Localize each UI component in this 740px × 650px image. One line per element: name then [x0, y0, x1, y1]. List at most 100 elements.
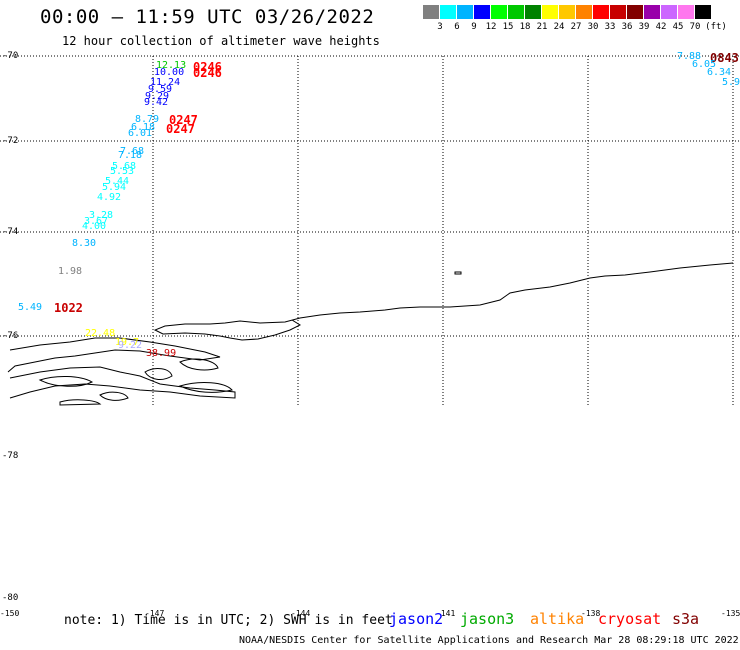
colorbar-label: 3	[437, 22, 443, 32]
colorbar-label: (ft)	[705, 22, 727, 32]
lon-label: -150	[0, 609, 20, 618]
colorbar-label: 15	[502, 22, 514, 32]
observation-swh-label: 38.99	[146, 348, 177, 359]
lon-label: -144	[291, 609, 311, 618]
ice-island-2	[38, 376, 94, 387]
colorbar-label: 21	[536, 22, 548, 32]
footer-note: note: 1) Time is in UTC; 2) SWH is in fe…	[64, 613, 393, 628]
colorbar-label: 27	[570, 22, 582, 32]
observation-swh-label: 11.24	[150, 77, 181, 88]
observation-time-label: 0246	[193, 66, 222, 80]
legend-entry-altika: altika	[530, 610, 585, 628]
ice-island-5	[179, 358, 219, 371]
colorbar-label: 70	[689, 22, 701, 32]
observation-swh-label: 5.49	[18, 302, 43, 313]
ice-island-3	[99, 391, 129, 401]
colorbar-swatch	[576, 5, 593, 19]
colorbar-swatch	[423, 5, 440, 19]
observation-swh-label: 1.98	[58, 266, 83, 277]
page-title: 00:00 – 11:59 UTC 03/26/2022	[40, 6, 375, 28]
colorbar-labels: 3 6 9 12 15 18 21 24 27 30 33 36 39 42 45 70 (ft)	[423, 22, 740, 34]
colorbar-label: 18	[519, 22, 531, 32]
colorbar-label: 39	[638, 22, 650, 32]
legend-entry-s3a: s3a	[672, 610, 700, 628]
lat-label: -74	[2, 227, 19, 237]
observation-swh-label: 19.7	[115, 337, 140, 348]
colorbar-swatch	[542, 5, 559, 19]
observation-swh-label: 3.28	[89, 210, 114, 221]
colorbar-swatch	[457, 5, 474, 19]
ice-island-1	[9, 366, 236, 399]
colorbar-label: 24	[553, 22, 565, 32]
observation-swh-label: 3.67	[84, 216, 109, 227]
colorbar-swatch	[525, 5, 542, 19]
colorbar	[423, 5, 712, 19]
observation-swh-label: 8.79	[135, 114, 160, 125]
colorbar-label: 30	[587, 22, 599, 32]
observation-swh-label: 4.00	[82, 221, 107, 232]
colorbar-label: 36	[621, 22, 633, 32]
colorbar-swatch	[508, 5, 525, 19]
colorbar-swatch	[491, 5, 508, 19]
colorbar-swatch	[593, 5, 610, 19]
observation-time-label: 0247	[169, 113, 198, 127]
colorbar-label: 42	[655, 22, 667, 32]
lon-label: -138	[581, 609, 601, 618]
colorbar-swatch	[627, 5, 644, 19]
colorbar-label: 12	[485, 22, 497, 32]
observation-swh-label: 9.59	[148, 84, 173, 95]
observation-swh-label: 4.92	[97, 192, 122, 203]
graticule	[0, 55, 740, 405]
observation-time-label: 0247	[166, 122, 195, 136]
lon-label: -147	[145, 609, 165, 618]
observation-swh-label: 9.42	[144, 97, 169, 108]
footer-credit: NOAA/NESDIS Center for Satellite Applica…	[239, 635, 739, 646]
observation-swh-label: 5.9	[722, 77, 740, 88]
observation-swh-label: 5.44	[105, 176, 130, 187]
coastline	[7, 262, 734, 406]
lat-label: -76	[2, 331, 19, 341]
coastline-shelf	[7, 337, 221, 373]
observation-swh-label: 6.18	[131, 122, 156, 133]
observation-swh-label: 8.30	[72, 238, 97, 249]
colorbar-swatch	[644, 5, 661, 19]
page-subtitle: 12 hour collection of altimeter wave hei…	[62, 34, 380, 48]
observation-swh-label: 10.00	[154, 67, 185, 78]
lat-label: -70	[2, 51, 19, 61]
legend-entry-cryosat: cryosat	[598, 610, 662, 628]
observation-time-label: 1022	[54, 301, 83, 315]
observation-swh-label: 9.29	[145, 91, 170, 102]
colorbar-swatch	[559, 5, 576, 19]
observation-swh-label: 9.22	[118, 340, 143, 351]
ice-island-7	[178, 382, 233, 393]
lon-label: -141	[436, 609, 456, 618]
small-island	[454, 271, 462, 275]
coastline-main	[153, 262, 734, 341]
observation-swh-label: 6.34	[707, 67, 732, 78]
legend-entry-jason3: jason3	[460, 610, 515, 628]
observation-swh-label: 6.05	[692, 59, 717, 70]
observation-swh-label: 12.13	[156, 60, 187, 71]
colorbar-swatch	[695, 5, 712, 19]
observation-swh-label: 7.88	[677, 51, 702, 62]
observation-swh-label: 6.01	[128, 128, 153, 139]
observation-swh-label: 7.68	[120, 146, 145, 157]
lon-label: -135	[721, 609, 740, 618]
observation-swh-label: 5.68	[112, 161, 137, 172]
observation-time-label: 0843	[710, 51, 739, 65]
colorbar-swatch	[678, 5, 695, 19]
colorbar-label: 9	[471, 22, 477, 32]
colorbar-swatch	[661, 5, 678, 19]
colorbar-label: 6	[454, 22, 460, 32]
legend-entry-jason2: jason2	[389, 610, 444, 628]
observation-swh-label: 7.18	[118, 150, 143, 161]
colorbar-swatch	[610, 5, 627, 19]
colorbar-swatch	[474, 5, 491, 19]
observation-swh-label: 5.53	[110, 166, 135, 177]
observation-swh-label: 5.94	[102, 182, 127, 193]
colorbar-label: 33	[604, 22, 616, 32]
ice-island-4	[144, 368, 173, 380]
ice-island-6	[59, 399, 102, 406]
